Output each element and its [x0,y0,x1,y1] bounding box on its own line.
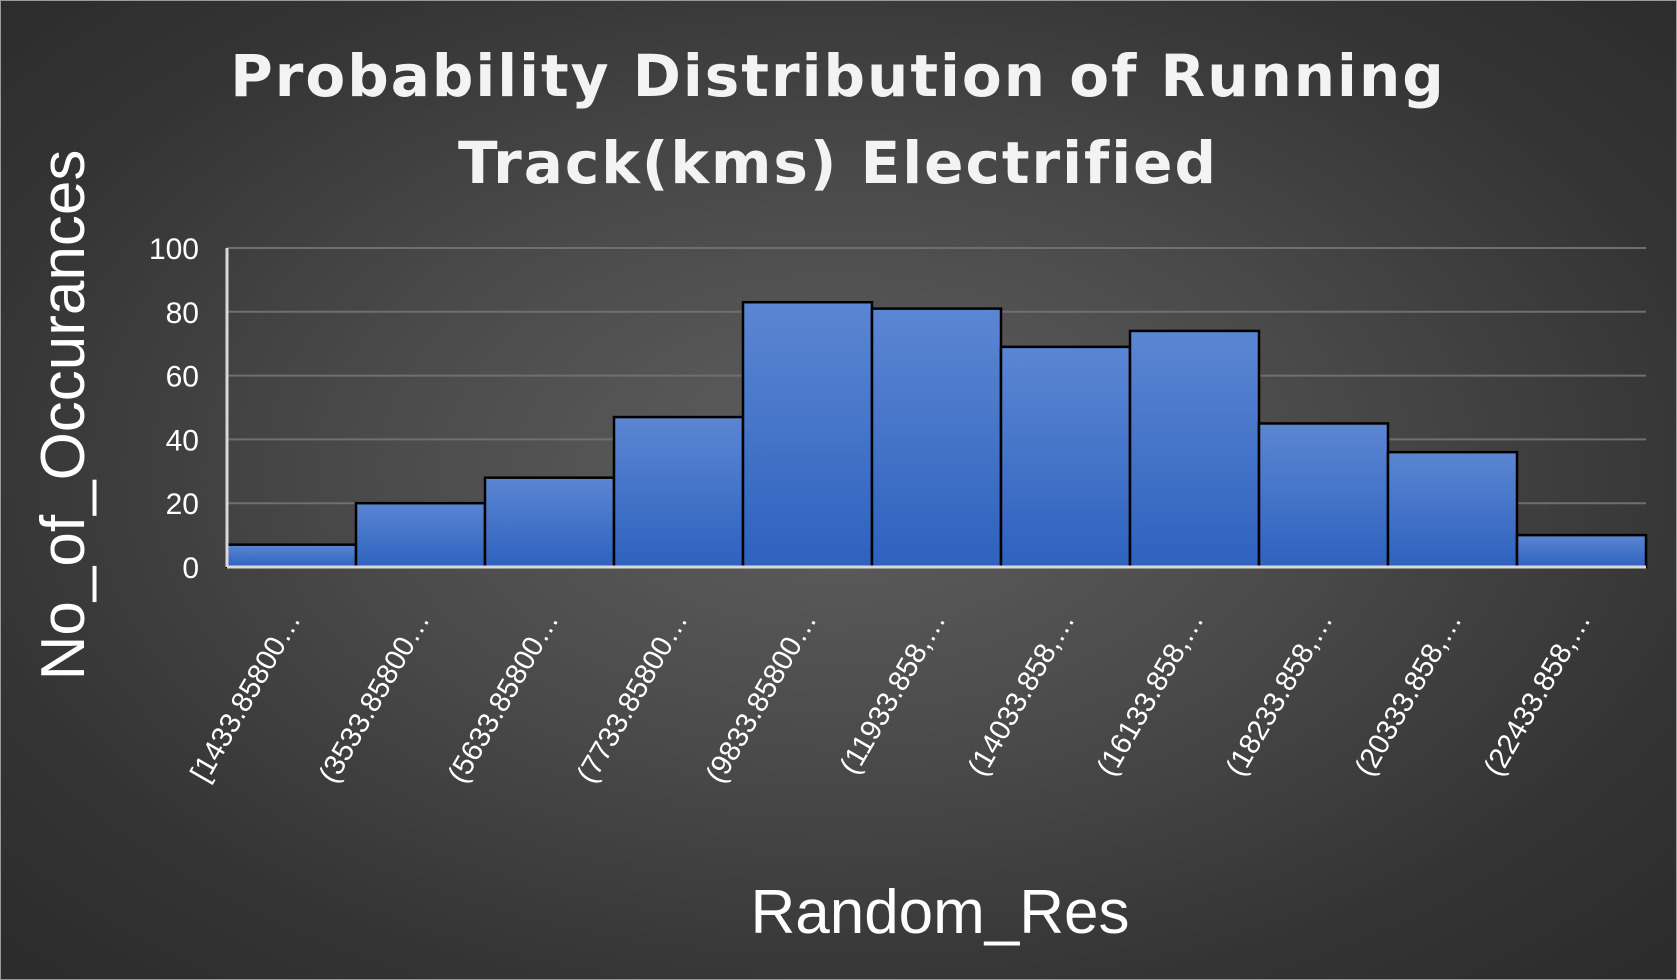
y-tick-label: 100 [149,233,199,266]
x-tick-label: (7733.85800… [571,607,695,789]
y-tick-label: 0 [182,552,199,585]
histogram-bar [741,300,874,569]
histogram-bar [999,345,1132,569]
histogram-bar [483,476,616,569]
histogram-bar [1128,329,1261,569]
x-tick-label: [1433.85800… [185,607,308,788]
histogram-bar [1386,450,1519,569]
chart-title-line-1: Probability Distribution of Running [230,42,1446,110]
x-tick-label: (22433.858,… [1478,607,1598,782]
x-axis-title: Random_Res [750,878,1129,947]
axes [225,248,1646,569]
histogram-bar [1515,533,1648,569]
histogram-bar [870,307,1003,569]
x-tick-label: (20333.858,… [1349,607,1469,782]
histogram-bar [354,501,487,569]
y-tick-label: 80 [166,297,199,330]
x-tick-label: (11933.858,… [834,607,953,780]
x-tick-label: (9833.85800… [700,607,824,789]
y-axis-title: No_of_Occurances [29,150,98,681]
y-tick-label: 60 [166,361,199,394]
y-tick-label: 20 [166,488,199,521]
x-tick-label: (14033.858,… [962,607,1082,782]
bars [225,300,1648,569]
x-tick-label: (5633.85800… [442,607,566,789]
histogram-bar [1257,422,1390,569]
histogram-bar [225,543,358,569]
x-axis-ticks: [1433.85800… (3533.85800… (5633.85800… (773… [185,607,1598,789]
histogram-bar [612,415,745,569]
y-axis-ticks: 0 20 40 60 80 100 [149,233,199,585]
x-tick-label: (16133.858,… [1091,607,1211,782]
chart-title-line-2: Track(kms) Electrified [458,129,1218,197]
x-tick-label: (18233.858,… [1220,607,1340,782]
x-tick-label: (3533.85800… [313,607,437,789]
y-tick-label: 40 [166,424,199,457]
